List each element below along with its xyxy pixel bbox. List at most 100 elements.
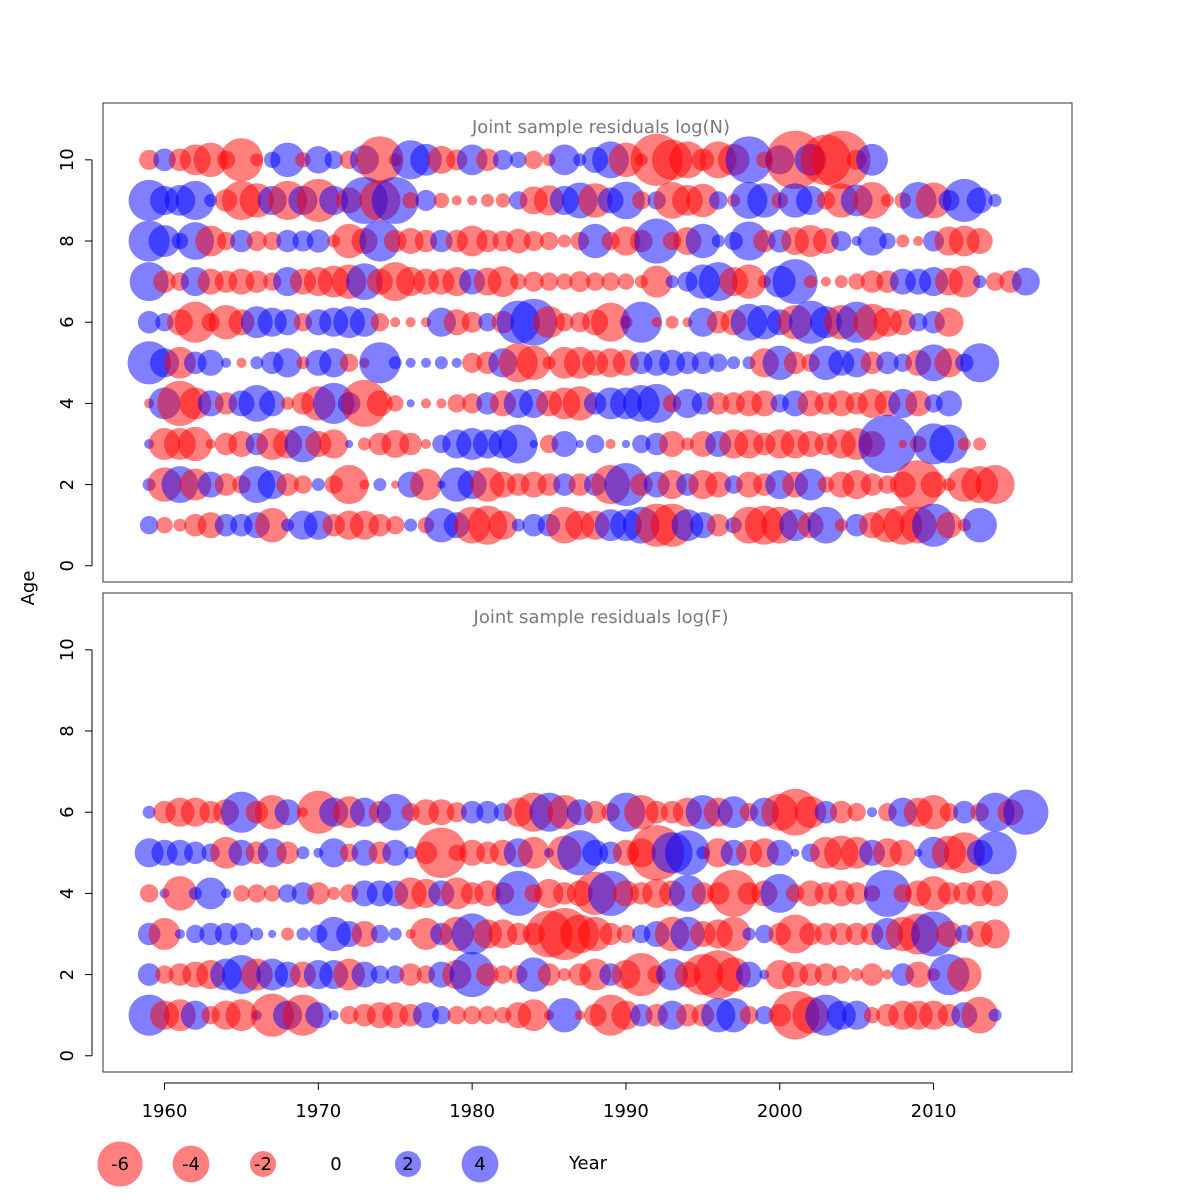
residual-bubble-age2-2006 <box>860 473 884 496</box>
residual-bubble-age3-1989 <box>599 922 622 946</box>
residual-bubble-age6-2010 <box>916 794 951 830</box>
residual-bubble-age5-2000 <box>766 839 793 866</box>
y-tick-label: 6 <box>57 316 78 327</box>
residual-bubble-age4-1967 <box>263 885 281 902</box>
residual-bubble-age3-2007 <box>858 414 917 474</box>
residual-bubble-age2-1991 <box>619 953 663 997</box>
residual-bubble-age4-1966 <box>247 884 267 903</box>
residual-bubble-age3-1990 <box>621 439 631 449</box>
y-tick-label: 4 <box>57 888 78 899</box>
residual-bubble-age7-1988 <box>585 272 605 291</box>
y-tick-label: 0 <box>57 560 78 571</box>
residual-bubble-age1-1965 <box>225 999 258 1032</box>
residual-bubble-age3-1975 <box>388 927 402 941</box>
residual-bubble-age6-1997 <box>717 796 750 829</box>
residual-bubble-age3-1965 <box>230 922 253 946</box>
residual-bubble-age5-1964 <box>221 357 232 368</box>
residual-bubble-age10-1963 <box>193 142 228 178</box>
residual-bubble-age3-1984 <box>529 439 538 449</box>
residual-bubble-age6-1978 <box>428 799 455 826</box>
residual-bubble-age9-1978 <box>433 192 450 209</box>
y-tick-label: 10 <box>57 148 78 171</box>
residual-bubble-age9-1975 <box>371 176 419 224</box>
residual-bubble-age9-1982 <box>495 193 511 208</box>
residual-bubble-age4-1970 <box>307 882 330 905</box>
residual-bubble-age2-2004 <box>832 965 851 984</box>
residual-bubble-age3-1983 <box>498 424 538 464</box>
residual-bubble-age5-1966 <box>250 356 264 370</box>
residual-bubble-age2-1977 <box>410 468 442 501</box>
y-tick-label: 6 <box>57 806 78 817</box>
residual-bubble-age5-1968 <box>276 841 299 865</box>
residual-bubble-age6-1989 <box>591 302 631 342</box>
residual-bubble-age2-1974 <box>370 965 390 984</box>
residual-bubble-age8-1963 <box>195 225 227 257</box>
residual-bubble-age5-1996 <box>709 353 728 372</box>
residual-bubble-age7-2014 <box>985 272 1005 291</box>
residual-bubble-age4-1964 <box>221 888 232 899</box>
panel-title-bottom: Joint sample residuals log(F) <box>473 607 729 628</box>
residual-bubble-age3-1988 <box>585 434 605 454</box>
residual-bubble-age4-1975 <box>387 395 404 412</box>
residual-bubble-age1-1996 <box>706 513 730 537</box>
residual-bubble-age5-1975 <box>382 839 409 866</box>
residual-bubble-age2-1973 <box>351 961 378 988</box>
residual-bubble-age8-1968 <box>276 229 299 253</box>
residual-bubble-age10-1978 <box>427 145 456 174</box>
residual-bubble-age10-2006 <box>856 143 888 176</box>
residual-bubble-age10-1998 <box>725 136 773 184</box>
residual-bubble-age7-1983 <box>510 273 527 290</box>
residual-bubble-age3-1973 <box>351 920 378 947</box>
residual-bubble-age5-1963 <box>197 349 224 376</box>
residual-bubble-age3-2008 <box>898 439 907 449</box>
residual-bubble-age10-1986 <box>549 144 580 176</box>
residual-bubble-age1-1987 <box>574 1010 585 1021</box>
residual-bubble-age6-1968 <box>274 799 301 826</box>
residual-bubble-age2-2006 <box>860 963 884 986</box>
residual-bubble-age2-1985 <box>537 963 561 986</box>
residual-bubble-age3-1963 <box>205 438 216 450</box>
residual-bubble-age8-1985 <box>539 231 559 251</box>
residual-bubble-age1-1986 <box>547 997 582 1033</box>
residual-bubble-age6-2004 <box>830 800 853 824</box>
residual-bubble-age4-2000 <box>760 873 800 913</box>
residual-bubble-age10-1968 <box>270 142 305 178</box>
residual-bubble-age6-2011 <box>934 307 964 337</box>
residual-bubble-age9-1976 <box>402 192 419 209</box>
y-tick-label: 4 <box>57 398 78 409</box>
residual-bubble-age9-1990 <box>607 181 645 220</box>
residual-bubble-age3-2011 <box>929 424 969 464</box>
residual-bubble-age3-1967 <box>268 929 277 939</box>
residual-bubble-age6-1975 <box>390 317 401 328</box>
residual-bubble-age5-1977 <box>420 357 432 368</box>
residual-bubble-age1-1977 <box>412 1002 440 1029</box>
residual-bubble-age4-1997 <box>710 869 758 917</box>
residual-bubble-age4-2009 <box>905 390 932 417</box>
residual-bubble-age10-2004 <box>812 130 871 189</box>
residual-bubble-age9-1995 <box>686 183 720 218</box>
residual-bubble-age7-1960 <box>153 270 176 293</box>
residual-bubble-age1-2011 <box>935 512 962 539</box>
residual-bubble-age5-1969 <box>296 846 310 860</box>
residual-bubble-age5-1971 <box>319 838 349 868</box>
residual-bubble-age5-1975 <box>388 356 402 370</box>
residual-bubble-age1-2014 <box>988 1008 1002 1022</box>
residual-bubble-age7-2001 <box>772 259 818 305</box>
residual-bubble-age6-1981 <box>478 313 497 332</box>
legend-label: 2 <box>402 1154 413 1175</box>
residual-bubble-age3-1990 <box>616 924 636 944</box>
residual-bubble-age7-1989 <box>601 272 620 291</box>
y-tick-label: 10 <box>57 638 78 661</box>
legend-bubble <box>394 1150 422 1178</box>
residual-bubble-age4-2014 <box>982 880 1009 907</box>
residual-bubble-age9-1999 <box>747 183 782 218</box>
legend-label: -6 <box>111 1154 129 1175</box>
residual-bubble-age6-1976 <box>405 317 416 328</box>
residual-bubble-age4-2005 <box>845 882 868 905</box>
x-tick-label: 2000 <box>757 1101 803 1122</box>
residual-bubble-age10-1982 <box>492 149 513 170</box>
residual-bubble-age8-1970 <box>306 229 330 253</box>
residual-bubble-age9-1963 <box>204 193 218 207</box>
residual-bubble-age2-1970 <box>311 478 325 492</box>
residual-bubble-age1-2005 <box>842 1000 872 1030</box>
